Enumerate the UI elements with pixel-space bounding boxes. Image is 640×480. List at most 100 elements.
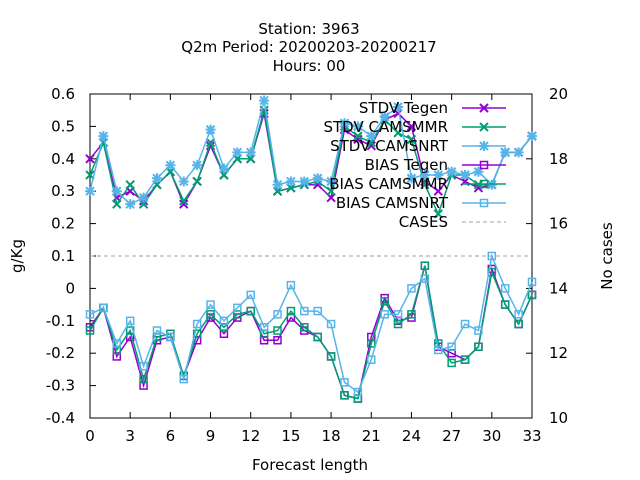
series-stdv-camsnrt-point: [473, 166, 484, 177]
series-bias-camsmmr-point: [527, 290, 537, 300]
series-stdv-camsnrt-point: [272, 179, 283, 190]
series-stdv-camsnrt-point: [406, 173, 417, 184]
series-bias-camsmmr-point: [286, 306, 296, 316]
series-bias-camsnrt-point: [85, 310, 95, 319]
series-bias-camsnrt-point: [353, 387, 363, 397]
series-bias-camsmmr-point: [246, 306, 255, 316]
series-stdv-camsnrt-point: [98, 131, 109, 142]
plot-area: [85, 95, 537, 403]
series-stdv-camsnrt-point: [299, 176, 310, 187]
series-bias-camsmmr-point: [326, 352, 336, 361]
series-bias-camsnrt-point: [179, 374, 189, 384]
series-stdv-camsnrt-point: [352, 121, 363, 132]
series-bias-camsnrt-point: [447, 342, 456, 351]
y-axis-left: -0.4 -0.3 -0.2 -0.1 0 0.1 0.2 0.3 0.4 0.5 0.6: [46, 85, 96, 427]
y-tick-label: 0.3: [51, 182, 75, 200]
series-bias-camsmmr-point: [300, 323, 309, 332]
x-tick-label: 6: [166, 427, 176, 445]
series-stdv-camsnrt-point: [500, 147, 511, 158]
series-bias-camsnrt-point: [125, 316, 135, 326]
y-tick-label: -0.4: [46, 409, 75, 427]
series-bias-camsnrt-point: [152, 326, 162, 335]
series-bias-camsnrt-point: [139, 361, 148, 371]
series-bias-tegen-line: [89, 265, 533, 400]
series-bias-camsmmr-point: [139, 374, 148, 384]
series-bias-camsnrt-point: [246, 290, 255, 300]
legend-label: BIAS Tegen: [365, 156, 448, 174]
series-bias-camsnrt-point: [300, 306, 309, 316]
title-line-1: Station: 3963: [258, 20, 359, 38]
x-tick-label: 33: [522, 427, 541, 445]
series-stdv-camsmmr-point: [192, 176, 202, 187]
series-stdv-camsmmr-point: [125, 180, 135, 190]
series-bias-camsnrt-point: [233, 303, 242, 313]
series-stdv-camsmmr-point: [205, 137, 216, 148]
series-bias-camsnrt-point: [393, 310, 403, 319]
series-stdv-camsnrt-point: [232, 147, 243, 158]
series-stdv-camsnrt-point: [85, 186, 95, 197]
series-stdv-camsnrt-point: [259, 95, 270, 106]
series-stdv-camsmmr-point: [353, 131, 363, 141]
x-tick-label: 30: [482, 427, 501, 445]
x-tick-label: 3: [125, 427, 135, 445]
series-stdv-camsmmr-point: [393, 128, 403, 138]
series-bias-camsnrt-point: [367, 355, 376, 364]
series-bias-camsmmr-point: [313, 332, 322, 342]
series-stdv-camsmmr-point: [420, 180, 430, 190]
y-tick-label: 0.6: [51, 85, 75, 103]
series-stdv-camsnrt-point: [460, 170, 471, 180]
series-bias-camsnrt-point: [112, 339, 122, 348]
series-bias-camsmmr-point: [273, 326, 282, 335]
series-stdv-camsnrt-point: [125, 199, 136, 210]
series-bias-camsnrt-point: [166, 332, 175, 342]
series-stdv-camsnrt-point: [366, 131, 377, 142]
y-axis-label: g/Kg: [8, 239, 26, 273]
series-stdv-camsnrt-point: [192, 160, 203, 171]
series-stdv-camsmmr-point: [179, 196, 189, 206]
series-bias-camsmmr-point: [393, 319, 403, 329]
series-bias-camsnrt-point: [192, 319, 202, 329]
series-bias-camsnrt-point: [206, 300, 215, 309]
series-stdv-camsnrt-point: [339, 118, 350, 129]
series-bias-camsmmr-point: [85, 326, 95, 335]
title-line-3: Hours: 00: [273, 57, 346, 75]
y-tick-label: 0.5: [51, 117, 75, 135]
y2-tick-label: 20: [549, 85, 568, 103]
y-axis-right: 10 12 14 16 18 20: [526, 85, 568, 427]
series-bias-camsmmr-point: [420, 261, 430, 270]
series-stdv-camsnrt-point: [205, 124, 216, 135]
legend-marker: [479, 179, 489, 189]
x-axis: 0 3 6 9 12 15 18 21 24 27 30 33: [85, 94, 542, 445]
y2-axis-label: No cases: [598, 222, 616, 290]
y2-tick-label: 16: [549, 215, 568, 233]
series-bias-camsnrt-point: [460, 319, 470, 329]
series-bias-camsmmr-line: [89, 265, 533, 400]
series-stdv-camsmmr-line: [89, 110, 533, 216]
series-stdv-camsnrt-point: [433, 170, 444, 180]
legend-label: STDV CAMSNRT: [330, 137, 449, 155]
x-tick-label: 12: [241, 427, 260, 445]
x-tick-label: 24: [402, 427, 421, 445]
series-bias-tegen-point: [273, 335, 282, 345]
y2-tick-label: 14: [549, 279, 568, 297]
series-stdv-camsnrt-point: [151, 173, 162, 184]
series-stdv-camsnrt-point: [111, 186, 122, 197]
series-bias-camsnrt-point: [259, 323, 269, 332]
series-stdv-tegen-point: [406, 121, 417, 132]
series-stdv-camsnrt-point: [218, 163, 229, 174]
series-stdv-tegen: [85, 108, 537, 209]
chart-title: Station: 3963 Q2m Period: 20200203-20200…: [181, 20, 436, 75]
y2-tick-label: 18: [549, 150, 568, 168]
series-stdv-camsnrt-point: [285, 176, 296, 187]
legend-label: STDV Tegen: [359, 99, 448, 117]
legend-label: STDV CAMSMMR: [323, 118, 448, 136]
series-bias-camsmmr-point: [380, 297, 389, 306]
series-bias-camsnrt-point: [514, 310, 523, 319]
x-tick-label: 15: [281, 427, 300, 445]
x-tick-label: 18: [322, 427, 341, 445]
series-stdv-camsmmr: [85, 105, 537, 219]
series-bias-camsnrt-point: [420, 274, 430, 283]
series-stdv-camsnrt: [85, 95, 537, 210]
